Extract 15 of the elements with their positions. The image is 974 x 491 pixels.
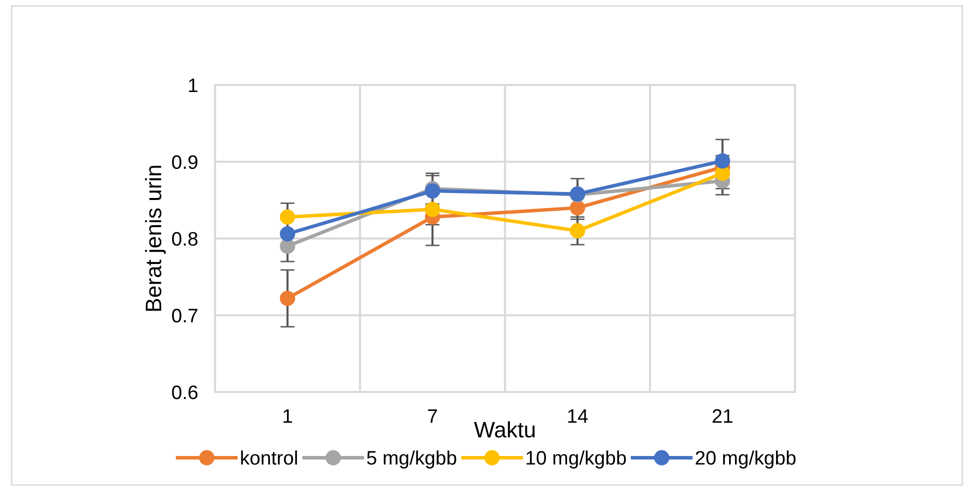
y-axis-title: Berat jenis urin	[145, 166, 166, 311]
legend-label: 20 mg/kgbb	[696, 450, 796, 469]
legend-label: 10 mg/kgbb	[526, 450, 626, 469]
y-tick-label: 0.9	[172, 155, 198, 169]
legend-label: 5 mg/kgbb	[367, 450, 456, 469]
y-tick-label: 1	[189, 78, 198, 92]
x-tick-label: 14	[568, 409, 588, 423]
y-tick-label: 0.7	[172, 308, 198, 322]
legend-label: kontrol	[241, 450, 297, 465]
x-tick-label: 21	[712, 409, 732, 423]
y-tick-label: 0.8	[172, 232, 198, 246]
x-axis-title: Waktu	[474, 421, 535, 438]
x-tick-label: 7	[428, 409, 437, 423]
x-tick-label: 1	[284, 409, 292, 423]
y-tick-label: 0.6	[172, 385, 198, 400]
